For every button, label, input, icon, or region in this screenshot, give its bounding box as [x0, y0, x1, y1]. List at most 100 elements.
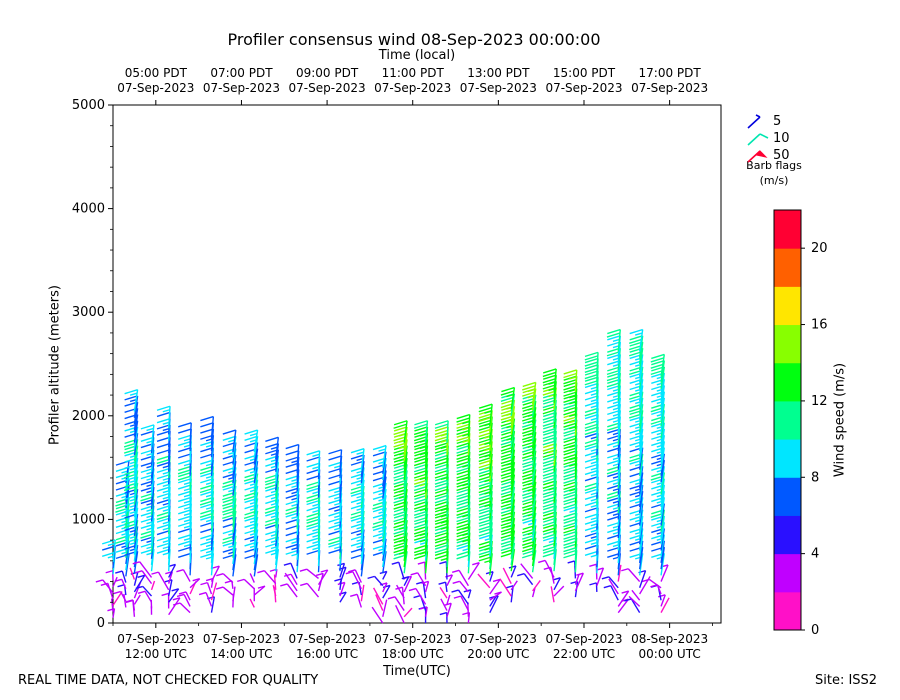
- colorbar-band: [774, 362, 801, 402]
- barb-flag: [306, 481, 320, 487]
- barb-staff: [440, 598, 448, 611]
- barb-flag: [456, 469, 470, 476]
- colorbar-band: [774, 553, 801, 593]
- barb-half-flag: [387, 596, 396, 600]
- barb-half-flag: [216, 573, 224, 577]
- barb-half-flag: [280, 583, 288, 587]
- wind-profile: [563, 369, 584, 598]
- barb-flag: [522, 381, 536, 388]
- barb-staff: [477, 573, 491, 589]
- barb-half-flag: [215, 586, 224, 590]
- barb-flag: [563, 441, 577, 447]
- barb-flag: [542, 409, 557, 415]
- barb-staff: [617, 598, 630, 614]
- legend-title-line1: Barb flags: [746, 159, 802, 172]
- barb-staff: [444, 582, 448, 593]
- barb-half-flag: [416, 581, 424, 585]
- barb-flag: [434, 554, 449, 560]
- top-tick-date: 07-Sep-2023: [289, 81, 366, 95]
- barb-flag: [542, 452, 557, 458]
- colorbar-tick-label: 20: [811, 241, 828, 256]
- barb-flag: [285, 481, 299, 487]
- y-tick-label: 4000: [72, 202, 105, 217]
- barb-flag: [628, 338, 643, 344]
- barb-staff: [638, 466, 644, 489]
- barb-staff: [112, 576, 118, 588]
- barb-half-flag: [484, 410, 492, 414]
- barb-staff: [275, 524, 280, 547]
- barb-half-flag: [161, 592, 169, 597]
- barb-flag: [328, 517, 342, 523]
- barb-flag: [178, 534, 192, 540]
- barb-staff: [403, 575, 413, 593]
- barb-staff: [232, 523, 237, 546]
- barb-staff: [339, 567, 347, 584]
- wind-profile: [434, 420, 453, 624]
- barb-flag: [563, 406, 577, 412]
- barb-flag: [522, 385, 536, 391]
- barb-staff: [168, 597, 181, 616]
- barb-flag: [584, 395, 599, 401]
- barb-flag: [156, 486, 171, 492]
- colorbar-tick-label: 12: [811, 394, 828, 409]
- barb-staff: [168, 564, 177, 578]
- barb-flag: [199, 500, 214, 506]
- chart-title: Profiler consensus wind 08-Sep-2023 00:0…: [227, 30, 601, 49]
- barb-staff: [133, 513, 139, 537]
- barb-flag: [456, 488, 470, 494]
- barb-flag: [542, 390, 557, 396]
- barb-staff: [275, 468, 280, 491]
- barb-flag: [563, 403, 577, 410]
- barb-flag: [178, 471, 192, 478]
- barb-staff: [232, 586, 236, 602]
- barb-half-flag: [538, 559, 546, 564]
- barb-flag: [413, 516, 428, 523]
- barb-flag: [584, 444, 599, 451]
- barb-half-flag: [439, 611, 447, 616]
- barb-flag: [650, 357, 664, 363]
- barb-flag: [434, 523, 449, 529]
- barb-flag: [413, 523, 428, 529]
- top-tick-time: 13:00 PDT: [467, 66, 530, 80]
- barb-flag: [456, 491, 470, 498]
- barb-half-flag: [635, 332, 643, 336]
- barb-half-flag: [200, 581, 208, 586]
- barb-staff: [112, 591, 123, 606]
- barb-flag: [607, 335, 621, 341]
- barb-flag: [563, 512, 577, 518]
- top-tick-time: 17:00 PDT: [639, 66, 702, 80]
- barb-flag: [478, 407, 492, 413]
- barb-flag: [434, 426, 449, 432]
- barb-flag: [456, 436, 470, 442]
- barb-flag: [156, 436, 171, 442]
- barb-staff: [382, 551, 387, 574]
- barb-flag: [542, 396, 557, 402]
- barb-half-flag: [382, 584, 391, 589]
- barb-flag: [563, 381, 577, 388]
- barb-half-flag: [576, 572, 584, 576]
- barb-staff: [210, 582, 218, 601]
- barb-flag: [456, 429, 470, 436]
- barb-flag: [456, 473, 470, 479]
- barb-staff: [460, 595, 470, 611]
- barb-flag: [478, 494, 492, 500]
- barb-flag: [606, 369, 621, 376]
- barb-flag: [222, 435, 237, 441]
- barb-flag: [651, 359, 665, 366]
- barb-flag: [563, 549, 577, 555]
- barb-flag: [584, 488, 599, 494]
- barb-flag: [328, 548, 342, 554]
- barb-half-flag: [439, 561, 447, 565]
- wind-profile: [451, 413, 480, 624]
- barb-half-flag: [137, 590, 146, 594]
- barb-staff: [424, 581, 430, 593]
- barb-flag: [350, 454, 365, 460]
- barb-half-flag: [589, 582, 597, 586]
- barb-flag: [478, 413, 492, 419]
- colorbar-band: [774, 286, 801, 326]
- barb-layer: [95, 328, 670, 624]
- barb-half-flag: [198, 591, 207, 596]
- barb-staff: [232, 516, 237, 540]
- barb-staff: [660, 594, 666, 607]
- colorbar: 0 4 8 12 16 20: [773, 209, 828, 638]
